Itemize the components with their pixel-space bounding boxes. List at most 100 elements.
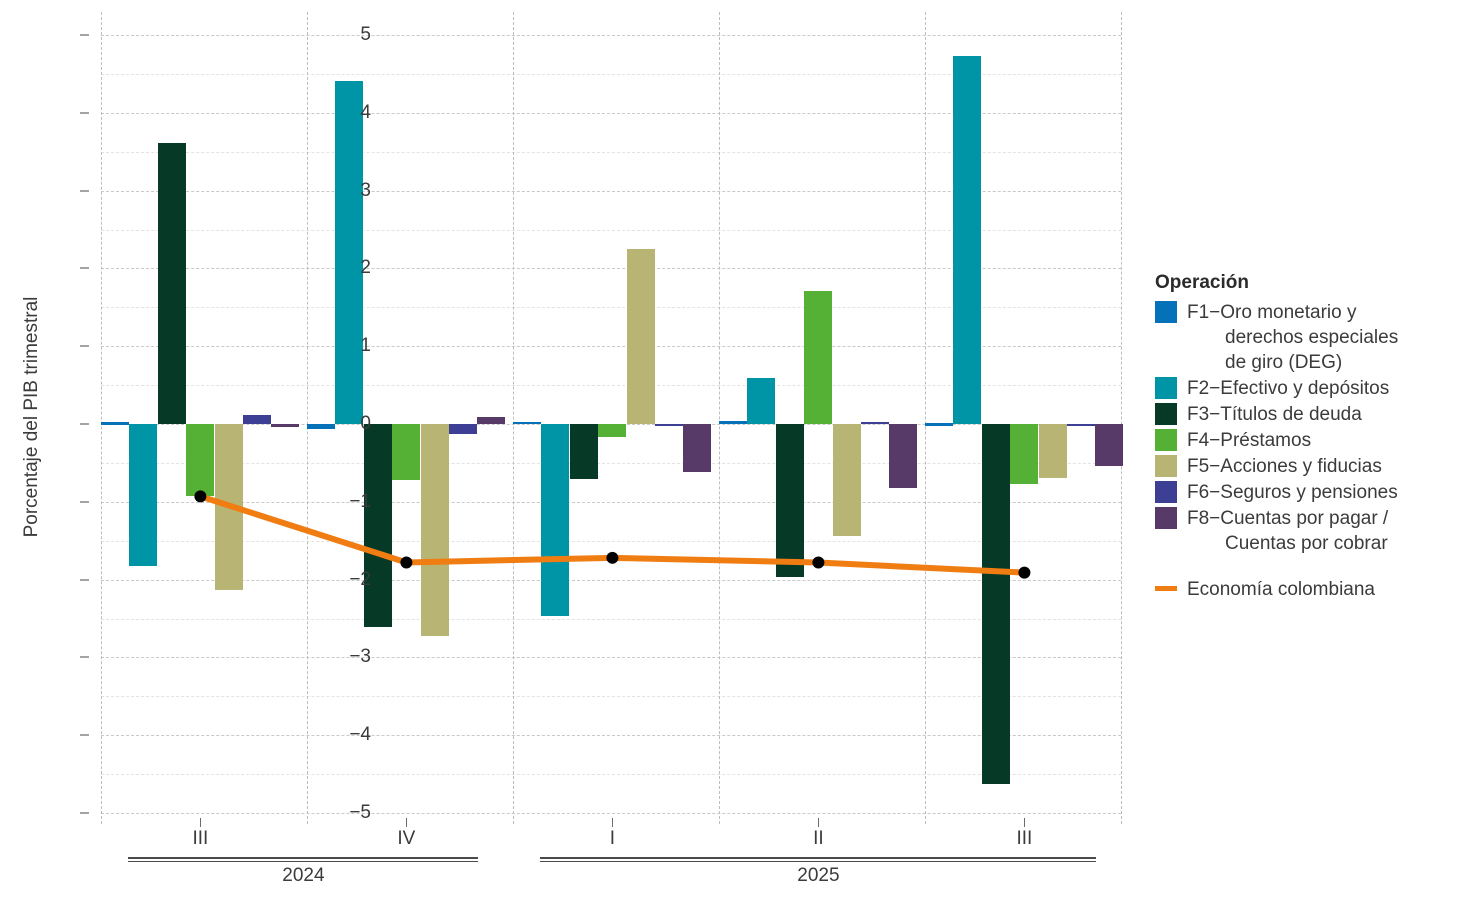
plot-area bbox=[101, 12, 1124, 824]
bar[interactable] bbox=[541, 424, 570, 617]
legend-item-f3[interactable]: F3−Títulos de deuda bbox=[1155, 402, 1475, 427]
y-tick-label: −3 bbox=[349, 646, 371, 668]
y-tick-label: 4 bbox=[360, 101, 371, 123]
y-tick-label: −5 bbox=[349, 802, 371, 823]
legend: Operación F1−Oro monetario y derechos esp… bbox=[1155, 272, 1475, 603]
x-tick-mark bbox=[1024, 818, 1026, 827]
x-tick-mark bbox=[612, 818, 614, 827]
bar[interactable] bbox=[335, 80, 364, 424]
gridline bbox=[101, 813, 1121, 814]
bar[interactable] bbox=[186, 424, 215, 497]
bar[interactable] bbox=[1010, 424, 1039, 484]
bar[interactable] bbox=[129, 424, 158, 567]
group-separator bbox=[307, 12, 308, 824]
bar[interactable] bbox=[804, 290, 833, 424]
y-tick-mark bbox=[80, 34, 89, 36]
legend-item-f5[interactable]: F5−Acciones y fiducias bbox=[1155, 454, 1475, 479]
y-tick-mark bbox=[80, 112, 89, 114]
line-data-point[interactable] bbox=[606, 551, 619, 564]
gridline bbox=[101, 112, 1121, 114]
bar[interactable] bbox=[420, 424, 449, 636]
bar[interactable] bbox=[307, 424, 335, 429]
legend-item-line[interactable]: Economía colombiana bbox=[1155, 577, 1475, 602]
bar[interactable] bbox=[981, 424, 1010, 785]
bar[interactable] bbox=[449, 424, 477, 435]
group-separator bbox=[513, 12, 514, 824]
gridline bbox=[101, 696, 1121, 698]
year-label: 2024 bbox=[282, 865, 325, 886]
gridline bbox=[101, 268, 1121, 270]
legend-swatch-icon bbox=[1155, 507, 1177, 529]
year-bracket bbox=[128, 857, 479, 859]
gridline bbox=[101, 73, 1121, 75]
gridline bbox=[101, 462, 1121, 464]
bar[interactable] bbox=[477, 416, 506, 424]
legend-swatch-icon bbox=[1155, 429, 1177, 451]
y-tick-label: 5 bbox=[360, 24, 371, 45]
gridline bbox=[101, 579, 1121, 581]
line-data-point[interactable] bbox=[1018, 566, 1031, 579]
y-tick-mark bbox=[80, 267, 89, 269]
bar[interactable] bbox=[655, 424, 683, 427]
year-bracket-inner bbox=[540, 861, 1097, 862]
bar[interactable] bbox=[626, 248, 655, 424]
legend-item-label: F8−Cuentas por pagar / Cuentas por cobrar bbox=[1187, 508, 1389, 554]
line-data-point[interactable] bbox=[400, 556, 413, 569]
bar[interactable] bbox=[598, 424, 627, 438]
bar[interactable] bbox=[861, 421, 889, 425]
legend-swatch-icon bbox=[1155, 455, 1177, 477]
legend-item-label-continuation: Cuentas por cobrar bbox=[1225, 533, 1388, 554]
bar[interactable] bbox=[747, 378, 776, 424]
y-tick-mark bbox=[80, 812, 89, 814]
bar[interactable] bbox=[243, 415, 271, 424]
line-data-point[interactable] bbox=[812, 556, 825, 569]
bar[interactable] bbox=[363, 424, 392, 628]
y-axis-title: Porcentaje del PIB trimestral bbox=[21, 296, 42, 538]
y-tick-mark bbox=[80, 501, 89, 503]
x-tick-mark bbox=[200, 818, 202, 827]
bar[interactable] bbox=[1095, 424, 1124, 466]
gridline bbox=[101, 229, 1121, 231]
y-tick-label: −2 bbox=[349, 568, 371, 590]
gridline bbox=[101, 657, 1121, 659]
y-tick-mark bbox=[80, 656, 89, 658]
bar[interactable] bbox=[683, 424, 712, 473]
legend-item-f4[interactable]: F4−Préstamos bbox=[1155, 428, 1475, 453]
gridline bbox=[101, 151, 1121, 153]
bar[interactable] bbox=[157, 143, 186, 424]
y-tick-mark bbox=[80, 345, 89, 347]
gridline bbox=[101, 307, 1121, 309]
y-tick-label: 2 bbox=[360, 257, 371, 279]
legend-item-f1[interactable]: F1−Oro monetario y derechos especiales de … bbox=[1155, 300, 1475, 375]
bar[interactable] bbox=[889, 424, 918, 488]
bar[interactable] bbox=[1067, 424, 1095, 427]
y-tick-label: −4 bbox=[349, 724, 371, 746]
x-tick-label: III bbox=[1016, 828, 1033, 849]
legend-item-label: F2−Efectivo y depósitos bbox=[1187, 378, 1390, 399]
bar[interactable] bbox=[925, 423, 953, 426]
bar[interactable] bbox=[392, 424, 421, 481]
bar[interactable] bbox=[719, 420, 747, 424]
legend-item-f6[interactable]: F6−Seguros y pensiones bbox=[1155, 480, 1475, 505]
bar[interactable] bbox=[271, 424, 300, 428]
bar[interactable] bbox=[775, 424, 804, 578]
legend-item-f8[interactable]: F8−Cuentas por pagar / Cuentas por cobrar bbox=[1155, 506, 1475, 556]
legend-item-f2[interactable]: F2−Efectivo y depósitos bbox=[1155, 376, 1475, 401]
x-tick-mark bbox=[818, 818, 820, 827]
legend-swatch-icon bbox=[1155, 301, 1177, 323]
bar[interactable] bbox=[513, 421, 541, 425]
bar[interactable] bbox=[1038, 424, 1067, 478]
legend-item-label: F5−Acciones y fiducias bbox=[1187, 456, 1382, 477]
legend-item-label: F4−Préstamos bbox=[1187, 430, 1312, 451]
legend-item-label-continuation: de giro (DEG) bbox=[1225, 352, 1343, 373]
group-separator bbox=[925, 12, 926, 824]
bar[interactable] bbox=[953, 56, 982, 424]
bar[interactable] bbox=[101, 422, 129, 425]
gridline bbox=[101, 735, 1121, 737]
bar[interactable] bbox=[214, 424, 243, 590]
bar[interactable] bbox=[569, 424, 598, 480]
gridline bbox=[101, 618, 1121, 620]
bar[interactable] bbox=[832, 424, 861, 537]
legend-swatch-icon bbox=[1155, 377, 1177, 399]
